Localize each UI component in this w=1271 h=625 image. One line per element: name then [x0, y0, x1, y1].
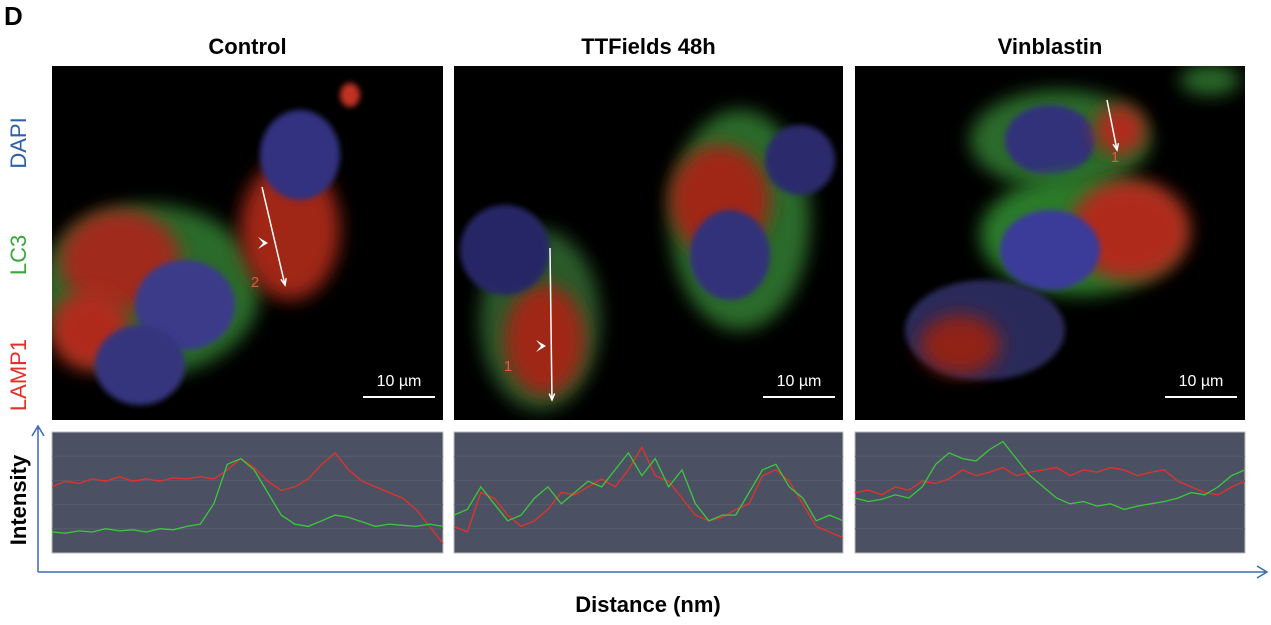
axis-arrows: [31, 424, 1269, 579]
y-axis-label: Intensity: [6, 454, 31, 545]
channel-label: LC3: [6, 235, 31, 275]
intensity-trace: [51, 457, 444, 534]
profile-box: [453, 431, 844, 554]
arrow-head: [548, 393, 556, 402]
profile-line: [549, 247, 553, 401]
line-label: 2: [251, 274, 259, 291]
scale-bar-label: 10 µm: [777, 373, 822, 390]
arrow-head: [1112, 142, 1120, 152]
profile-line: [1106, 99, 1118, 151]
line-label: 1: [504, 358, 512, 375]
condition-title: Control: [208, 34, 286, 59]
micrograph: [454, 66, 843, 420]
chevron: [258, 237, 268, 249]
x-axis-label: Distance (nm): [575, 592, 720, 617]
panel-label: D: [4, 1, 23, 31]
condition-title: TTFields 48h: [581, 34, 715, 59]
micrograph: [52, 66, 443, 420]
condition-title: Vinblastin: [998, 34, 1103, 59]
channel-label: DAPI: [6, 117, 31, 168]
intensity-trace: [453, 445, 844, 539]
intensity-trace: [453, 451, 844, 522]
intensity-trace: [51, 451, 444, 544]
chevron: [536, 340, 546, 352]
intensity-trace: [854, 466, 1246, 496]
profile-line: [261, 186, 286, 286]
line-label: 1: [1111, 149, 1119, 166]
micrograph: [855, 66, 1245, 420]
intensity-trace: [854, 440, 1246, 511]
arrow-head: [280, 277, 287, 287]
scale-bar-label: 10 µm: [1179, 373, 1224, 390]
scale-bar-label: 10 µm: [377, 373, 422, 390]
profile-box: [51, 431, 444, 554]
channel-label: LAMP1: [6, 339, 31, 411]
